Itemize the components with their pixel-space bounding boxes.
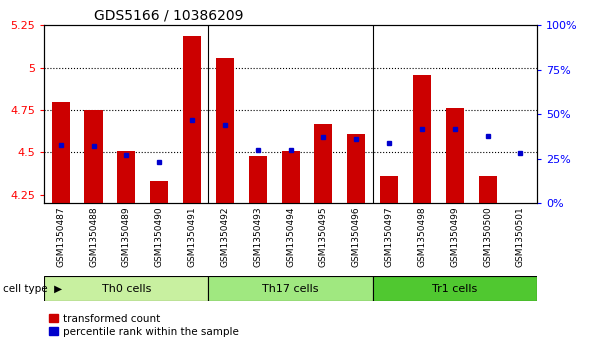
Text: Th17 cells: Th17 cells <box>263 284 319 294</box>
Bar <box>117 151 135 203</box>
Bar <box>348 134 365 203</box>
FancyBboxPatch shape <box>208 276 373 301</box>
FancyBboxPatch shape <box>44 276 208 301</box>
Bar <box>478 176 497 203</box>
FancyBboxPatch shape <box>373 276 537 301</box>
Bar <box>84 110 103 203</box>
Text: Th0 cells: Th0 cells <box>101 284 151 294</box>
Bar <box>281 151 300 203</box>
Bar <box>216 58 234 203</box>
Bar <box>52 102 70 203</box>
Legend: transformed count, percentile rank within the sample: transformed count, percentile rank withi… <box>50 314 239 337</box>
Bar <box>314 124 332 203</box>
Bar <box>380 176 398 203</box>
Bar <box>446 109 464 203</box>
Text: Tr1 cells: Tr1 cells <box>432 284 477 294</box>
Bar <box>512 203 529 207</box>
Bar <box>249 156 267 203</box>
Bar <box>413 74 431 203</box>
Text: cell type  ▶: cell type ▶ <box>3 284 62 294</box>
Text: GDS5166 / 10386209: GDS5166 / 10386209 <box>93 9 243 23</box>
Bar <box>150 181 168 203</box>
Bar <box>183 36 201 203</box>
